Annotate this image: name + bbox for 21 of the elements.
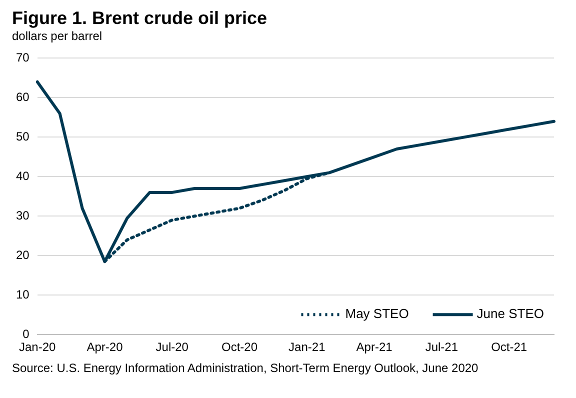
y-tick-label: 50 — [16, 129, 30, 144]
y-tick-label: 20 — [16, 248, 30, 262]
y-tick-label: 60 — [16, 90, 30, 104]
x-tick-label: Apr-21 — [356, 340, 393, 354]
source-note: Source: U.S. Energy Information Administration, Short-Term Energy Outlook, June 2020 — [12, 361, 480, 375]
y-tick-label: 30 — [16, 208, 30, 222]
x-tick-label: Oct-20 — [222, 340, 258, 354]
x-tick-label: Apr-20 — [86, 340, 124, 354]
y-tick-label: 40 — [16, 168, 30, 183]
x-tick-label: Jan-21 — [288, 340, 326, 354]
y-tick-label: 0 — [22, 326, 30, 341]
y-tick-label: 70 — [16, 50, 30, 65]
legend-label: June STEO — [476, 306, 544, 322]
chart-title: Figure 1. Brent crude oil price — [12, 8, 268, 29]
x-tick-label: Oct-21 — [491, 340, 528, 354]
y-axis-title: dollars per barrel — [12, 29, 104, 43]
y-tick-label: 10 — [16, 287, 30, 302]
x-tick-label: Jan-20 — [18, 340, 56, 354]
x-tick-label: Jul-20 — [156, 340, 189, 354]
legend-label: May STEO — [345, 306, 409, 322]
x-tick-label: Jul-21 — [425, 340, 458, 354]
